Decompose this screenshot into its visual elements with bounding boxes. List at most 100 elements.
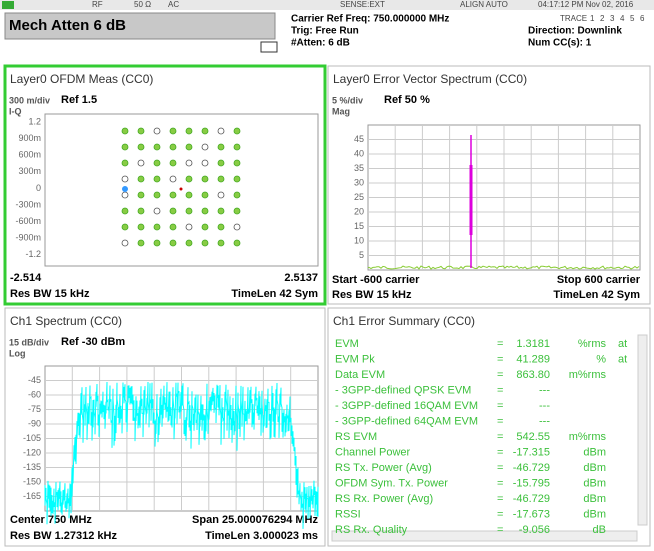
scale: 300 m/div [9, 95, 50, 105]
metric-label: EVM Pk [335, 353, 375, 365]
constellation-point [169, 207, 177, 215]
y-tick-label: -90 [28, 418, 41, 428]
trace-number: 6 [640, 14, 645, 23]
y-tick-label: -120 [23, 447, 41, 457]
y-tick-label: -600m [15, 216, 41, 226]
constellation-point [233, 207, 241, 215]
metric-separator: = [497, 353, 503, 365]
trace-number: 5 [630, 14, 635, 23]
trace-number: 1 [590, 14, 595, 23]
y-tick-label: 300m [18, 166, 41, 176]
constellation-point [201, 175, 209, 183]
constellation-point [121, 143, 129, 151]
constellation-point [153, 127, 161, 135]
metric-unit: dBm [583, 493, 606, 505]
constellation-point [217, 175, 225, 183]
h-scrollbar[interactable] [331, 530, 638, 542]
metric-extra: at [618, 338, 627, 350]
constellation-point [217, 159, 225, 167]
metric-value: --- [539, 415, 550, 427]
ref-level: Ref -30 dBm [61, 336, 125, 348]
sense: SENSE:EXT [340, 0, 385, 9]
y-tick-label: -300m [15, 199, 41, 209]
impedance: 50 Ω [134, 0, 151, 9]
v-scrollbar[interactable] [637, 334, 648, 526]
y-tick-label: -150 [23, 476, 41, 486]
constellation-point [153, 143, 161, 151]
metric-separator: = [497, 493, 503, 505]
mode: Mag [332, 106, 350, 116]
trace-number: 2 [600, 14, 605, 23]
constellation-point [153, 223, 161, 231]
constellation-point [201, 207, 209, 215]
y-tick-label: 0 [36, 183, 41, 193]
constellation-point [169, 159, 177, 167]
y-tick-label: 30 [354, 177, 364, 187]
constellation-point [121, 223, 129, 231]
carrier-ref: Carrier Ref Freq: 750.000000 MHz [291, 14, 449, 25]
y-tick-label: 600m [18, 150, 41, 160]
y-tick-label: -1.2 [25, 249, 41, 259]
constellation-point [137, 175, 145, 183]
metric-label: RS EVM [335, 431, 377, 443]
y-tick-label: 40 [354, 148, 364, 158]
metric-value: -15.795 [513, 477, 550, 489]
metric-unit: % [596, 353, 606, 365]
constellation-point [169, 191, 177, 199]
mode: I-Q [9, 106, 22, 116]
metric-label: RS Rx. Quality [335, 524, 408, 536]
timestamp: 04:17:12 PM Nov 02, 2016 [538, 0, 634, 9]
constellation-point [201, 159, 209, 167]
constellation-point [137, 207, 145, 215]
num-cc: Num CC(s): 1 [528, 38, 592, 49]
y-tick-label: 900m [18, 133, 41, 143]
y-tick-label: -900m [15, 233, 41, 243]
constellation-point [137, 143, 145, 151]
constellation-point [185, 143, 193, 151]
metric-label: EVM [335, 338, 359, 350]
constellation-point [137, 223, 145, 231]
constellation-point [153, 207, 161, 215]
constellation-point [121, 159, 129, 167]
constellation-point [121, 207, 129, 215]
x-stop: 2.5137 [284, 272, 318, 284]
metric-value: --- [539, 400, 550, 412]
y-tick-label: -45 [28, 375, 41, 385]
metric-value: --- [539, 384, 550, 396]
span: Span 25.000076294 MHz [192, 514, 318, 526]
panel-title: Ch1 Error Summary (CC0) [333, 314, 475, 328]
constellation-point [185, 223, 193, 231]
metric-label: RS Tx. Power (Avg) [335, 462, 432, 474]
summary-panel[interactable] [327, 307, 651, 547]
metric-label: - 3GPP-defined 64QAM EVM [335, 415, 478, 427]
constellation-point [217, 127, 225, 135]
constellation-point [121, 239, 129, 247]
constellation-point [153, 239, 161, 247]
rf: RF [92, 0, 103, 9]
y-tick-label: 35 [354, 163, 364, 173]
constellation-point [217, 207, 225, 215]
coupling: AC [168, 0, 179, 9]
panel-title: Layer0 OFDM Meas (CC0) [10, 72, 153, 86]
constellation-point [217, 223, 225, 231]
constellation-point [153, 191, 161, 199]
constellation-point [169, 223, 177, 231]
metric-separator: = [497, 446, 503, 458]
res-bw: Res BW 15 kHz [10, 288, 90, 300]
atten-box [4, 12, 276, 40]
constellation-point [233, 143, 241, 151]
constellation-point [185, 159, 193, 167]
res-bw: Res BW 1.27312 kHz [10, 530, 117, 542]
panel-title: Layer0 Error Vector Spectrum (CC0) [333, 72, 527, 86]
align: ALIGN AUTO [460, 0, 508, 9]
y-tick-label: 10 [354, 235, 364, 245]
constellation-point [137, 159, 145, 167]
y-tick-label: -75 [28, 404, 41, 414]
constellation-point [201, 191, 209, 199]
status-bar [0, 0, 654, 10]
metric-label: Channel Power [335, 446, 411, 458]
atten-box-text: Mech Atten 6 dB [9, 17, 126, 34]
x-start: Start -600 carrier [332, 274, 420, 286]
scale: 15 dB/div [9, 337, 49, 347]
